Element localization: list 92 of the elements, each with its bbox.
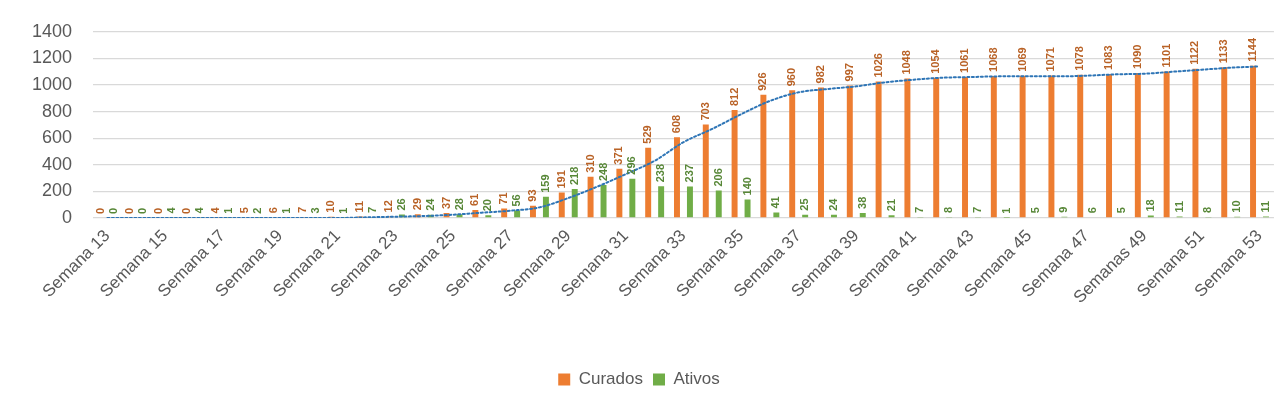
data-label: 11	[353, 200, 366, 213]
data-label: 5	[1115, 207, 1128, 214]
data-label: 1078	[1073, 46, 1086, 71]
data-label: 1144	[1246, 37, 1259, 62]
data-label: 1071	[1044, 47, 1057, 72]
data-label: 29	[410, 197, 423, 211]
data-label: 1090	[1130, 44, 1143, 70]
data-label: 38	[855, 196, 868, 209]
data-label: 960	[785, 67, 798, 87]
data-label: 1026	[871, 53, 884, 78]
data-label: 237	[682, 164, 695, 183]
data-label: 206	[711, 168, 724, 187]
data-label: 24	[826, 197, 839, 211]
data-label: 7	[913, 206, 926, 214]
legend-label: Ativos	[673, 369, 720, 389]
data-label: 7	[971, 206, 984, 214]
data-label: 238	[654, 163, 667, 183]
data-label: 140	[740, 177, 753, 196]
data-label: 1	[222, 207, 235, 214]
data-label: 26	[394, 198, 407, 211]
data-label: 371	[612, 146, 625, 165]
data-label: 529	[641, 125, 654, 144]
data-label: 2	[250, 207, 263, 214]
data-label: 18	[1143, 199, 1156, 212]
data-label: 37	[439, 196, 452, 210]
data-label: 218	[567, 166, 580, 186]
data-label: 5	[237, 207, 250, 214]
data-label: 24	[423, 197, 436, 211]
data-label: 7	[366, 206, 379, 214]
data-label: 9	[1057, 206, 1070, 213]
data-label: 11	[1172, 200, 1185, 213]
data-label: 0	[135, 207, 148, 214]
y-tick-label: 1000	[31, 73, 72, 94]
data-label: 926	[756, 72, 769, 91]
y-tick-label: 200	[41, 180, 72, 201]
data-label: 1	[337, 207, 350, 214]
data-label: 0	[106, 207, 119, 214]
y-tick-label: 1400	[31, 20, 72, 41]
data-label: 703	[698, 102, 711, 121]
data-label: 248	[596, 162, 609, 182]
data-label: 1069	[1015, 47, 1028, 72]
data-label: 5	[1028, 207, 1041, 214]
data-label: 1	[279, 207, 292, 214]
data-label: 1061	[958, 48, 971, 73]
data-label: 4	[164, 206, 177, 214]
data-label: 7	[295, 206, 308, 214]
legend-label: Curados	[578, 369, 643, 389]
y-tick-label: 800	[41, 100, 72, 121]
data-label: 1	[999, 207, 1012, 214]
data-label: 25	[798, 198, 811, 211]
data-label: 12	[381, 200, 394, 213]
data-label: 982	[814, 65, 827, 84]
data-label: 6	[1086, 207, 1099, 214]
data-label: 0	[93, 207, 106, 214]
data-label: 93	[526, 189, 538, 202]
data-label: 28	[452, 198, 465, 211]
data-label: 1101	[1159, 43, 1172, 68]
data-label: 71	[497, 192, 510, 205]
data-label: 191	[554, 170, 567, 189]
data-label: 11	[1259, 200, 1272, 213]
data-label: 21	[884, 198, 897, 212]
data-label: 56	[510, 194, 523, 207]
data-label: 0	[180, 207, 193, 214]
data-label: 4	[193, 206, 206, 214]
data-label: 41	[769, 196, 782, 209]
data-label: 1083	[1102, 45, 1115, 70]
data-label: 310	[583, 154, 596, 173]
data-label: 1122	[1188, 40, 1201, 65]
data-label: 8	[1201, 206, 1214, 213]
data-label: 4	[209, 206, 222, 214]
data-label: 159	[538, 174, 551, 193]
data-label: 8	[942, 206, 955, 213]
data-label: 10	[1230, 200, 1243, 213]
y-tick-label: 1200	[31, 47, 72, 68]
data-label: 0	[151, 207, 164, 214]
y-tick-label: 0	[61, 206, 72, 227]
data-label: 296	[625, 156, 638, 175]
data-label: 1048	[900, 50, 913, 75]
y-tick-label: 400	[41, 153, 72, 174]
data-label: 997	[842, 63, 855, 82]
y-tick-label: 600	[41, 127, 72, 148]
data-label: 6	[266, 207, 279, 214]
data-label: 1054	[929, 48, 942, 74]
data-label: 10	[324, 200, 337, 213]
data-label: 3	[308, 207, 321, 214]
data-label: 1133	[1217, 39, 1230, 64]
data-label: 61	[468, 193, 481, 206]
data-label: 1068	[986, 47, 999, 72]
data-label: 812	[727, 87, 740, 106]
data-label: 608	[670, 114, 683, 134]
data-label: 20	[481, 199, 494, 212]
data-label: 0	[122, 207, 135, 214]
